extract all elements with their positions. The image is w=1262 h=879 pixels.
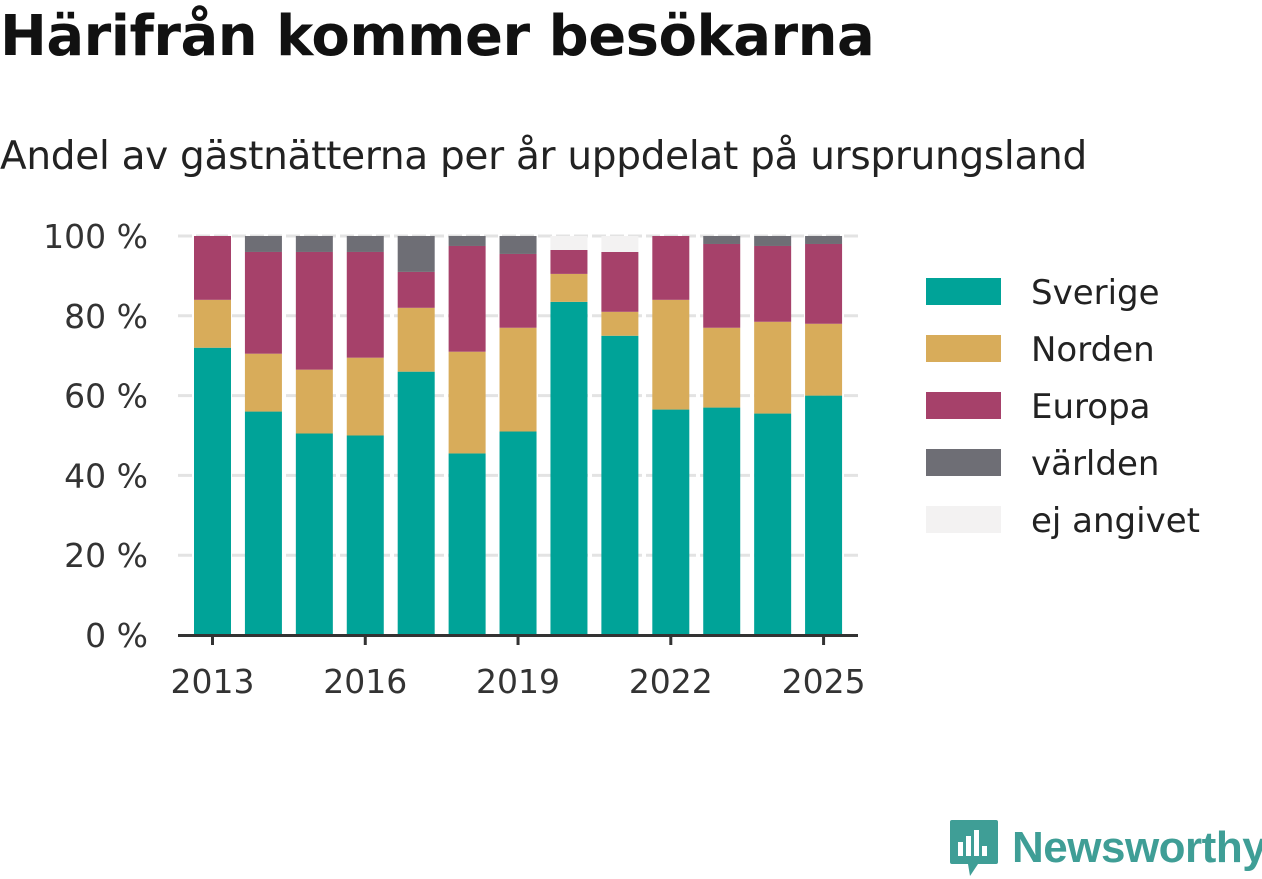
bar-segment (499, 253, 537, 328)
bar-segment (703, 407, 741, 635)
legend-swatch (926, 335, 1001, 362)
x-tick-label: 2025 (782, 662, 866, 701)
legend-swatch (926, 278, 1001, 305)
bar-segment (754, 245, 792, 322)
chart-title: Härifrån kommer besökarna (0, 4, 875, 69)
bar-segment (346, 357, 384, 436)
bar-segment (448, 245, 486, 352)
bar-segment (244, 236, 282, 252)
bars (194, 236, 843, 635)
x-tick-label: 2022 (629, 662, 713, 701)
y-tick-label: 80 % (64, 297, 148, 336)
chart-subtitle: Andel av gästnätterna per år uppdelat på… (0, 134, 1087, 179)
bar-segment (244, 251, 282, 354)
legend-swatch (926, 506, 1001, 533)
axes: 0 % 20 % 40 % 60 % 80 % 100 % 2013 2016 2019 2022… (43, 217, 865, 701)
brand-name: Newsworthy (1012, 823, 1262, 872)
bar-segment (652, 299, 690, 410)
legend-label: Europa (1031, 387, 1150, 427)
bar-segment (805, 236, 843, 244)
bar-segment (244, 411, 282, 635)
legend-swatch (926, 449, 1001, 476)
bar-segment (550, 273, 588, 302)
bar-segment (346, 251, 384, 358)
y-tick-label: 20 % (64, 536, 148, 575)
bar-segment (397, 271, 435, 308)
bar-segment (397, 307, 435, 372)
bar-segment (601, 251, 639, 312)
newsworthy-logo-icon (950, 820, 998, 876)
bar-segment (550, 236, 588, 250)
legend-label: ej angivet (1031, 501, 1200, 541)
bar-segment (550, 301, 588, 635)
y-tick-label: 60 % (64, 377, 148, 416)
bar-segment (703, 327, 741, 408)
bar-segment (499, 327, 537, 432)
bar-segment (244, 353, 282, 412)
gridlines (178, 234, 858, 557)
bar-segment (703, 243, 741, 328)
bar-segment (397, 371, 435, 635)
newsworthy-logo: Newsworthy (948, 818, 1262, 878)
bar-segment (754, 236, 792, 246)
bar-segment (194, 347, 231, 635)
bar-segment (448, 236, 486, 246)
bar-segment (805, 323, 843, 396)
bar-segment (754, 413, 792, 635)
bar-segment (499, 431, 537, 635)
x-tick-label: 2019 (476, 662, 560, 701)
bar-segment (346, 435, 384, 635)
legend-swatch (926, 392, 1001, 419)
bar-segment (601, 311, 639, 336)
bar-segment (194, 299, 231, 348)
bar-segment (448, 453, 486, 635)
y-tick-label: 0 % (85, 616, 148, 655)
bar-segment (194, 236, 231, 300)
bar-segment (295, 369, 333, 434)
bar-segment (652, 409, 690, 635)
bar-segment (601, 236, 639, 252)
bar-segment (601, 335, 639, 635)
legend-label: Norden (1031, 330, 1155, 370)
x-tick-label: 2016 (323, 662, 407, 701)
bar-segment (550, 249, 588, 274)
y-tick-label: 100 % (43, 217, 148, 256)
bar-segment (448, 351, 486, 454)
bar-segment (703, 236, 741, 244)
bar-segment (397, 236, 435, 272)
legend-label: världen (1031, 444, 1159, 484)
bar-segment (295, 251, 333, 370)
bar-segment (805, 395, 843, 635)
y-tick-label: 40 % (64, 456, 148, 495)
bar-segment (295, 236, 333, 252)
legend-label: Sverige (1031, 273, 1160, 313)
legend: Sverige Norden Europa världen ej angivet (926, 273, 1200, 541)
bar-segment (754, 321, 792, 414)
bar-segment (499, 236, 537, 254)
bar-segment (652, 236, 690, 300)
x-tick-label: 2013 (171, 662, 255, 701)
bar-segment (346, 236, 384, 252)
bar-segment (805, 243, 843, 324)
bar-segment (295, 433, 333, 635)
